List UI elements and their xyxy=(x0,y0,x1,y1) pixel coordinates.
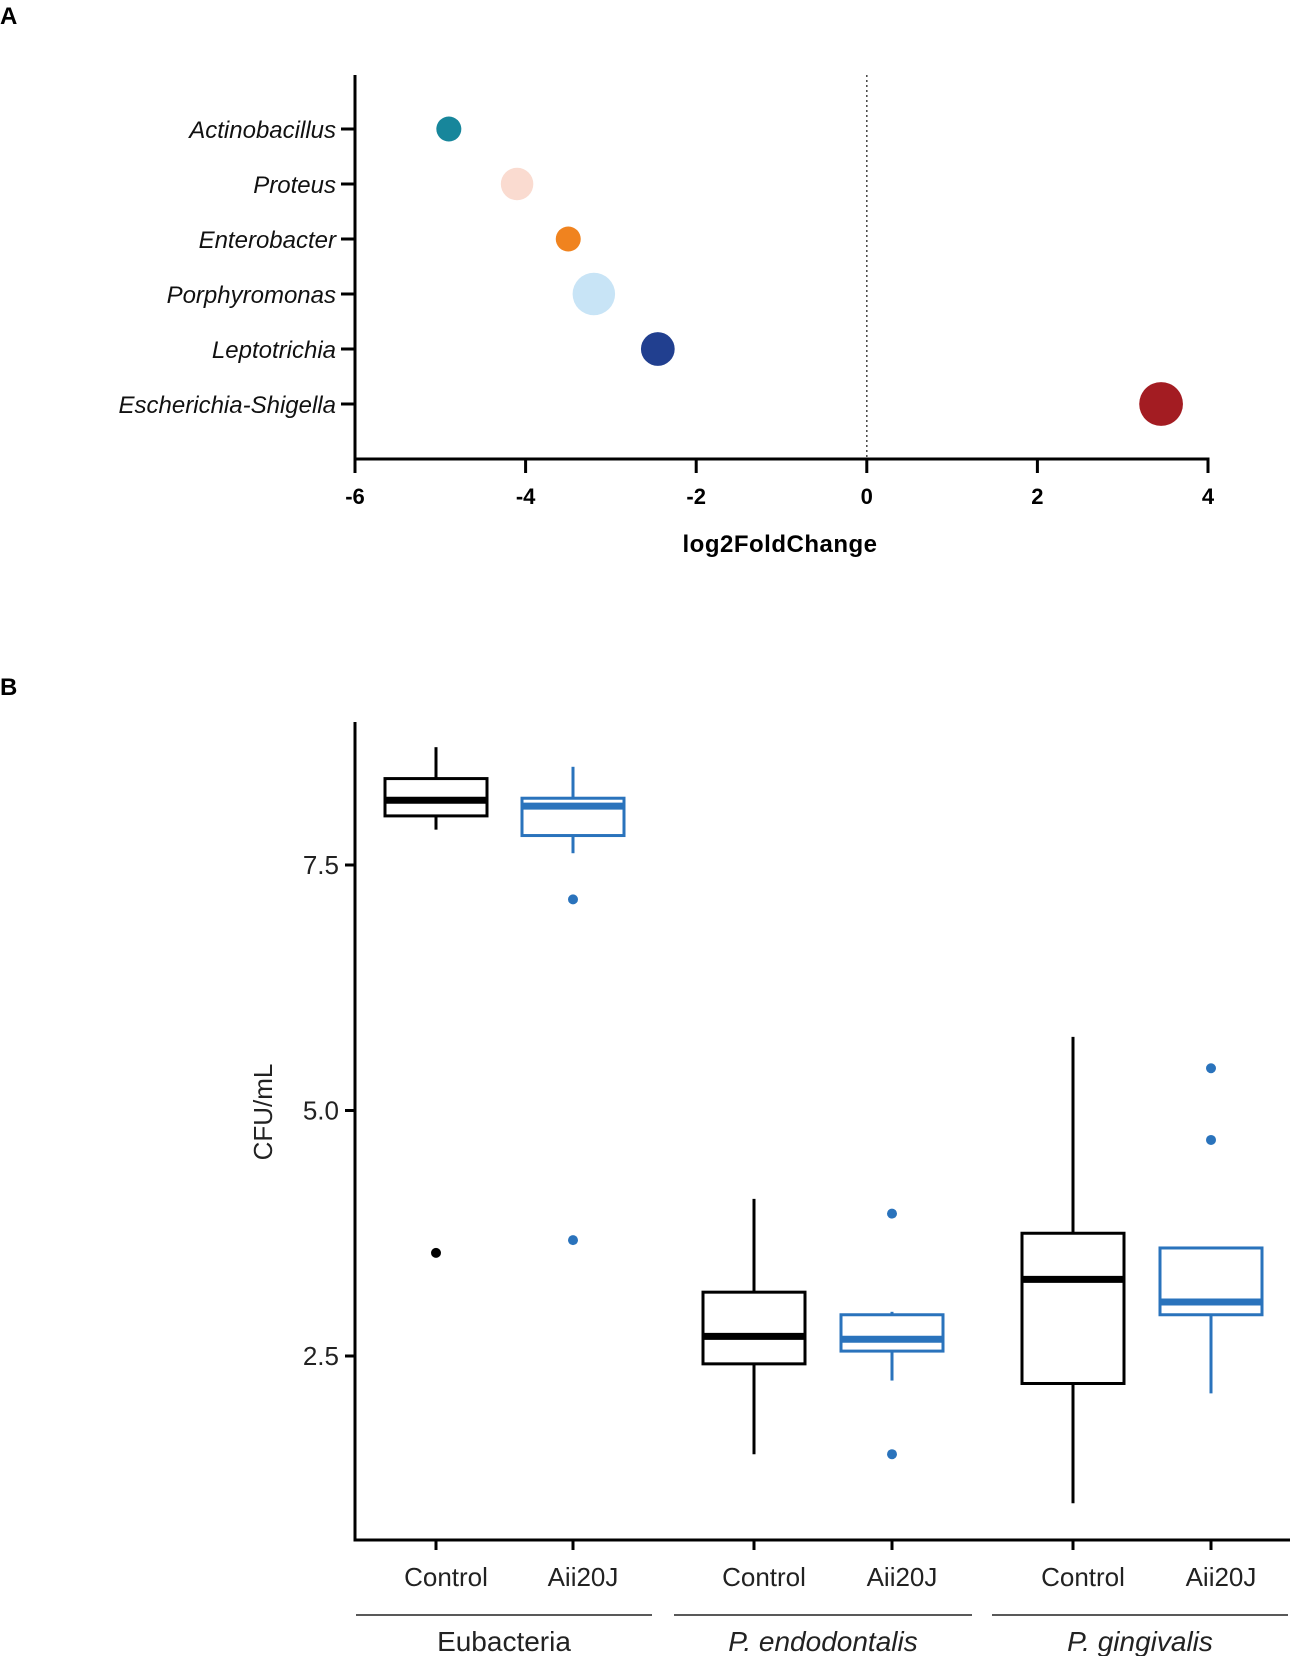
x-tick-label-a: -4 xyxy=(516,484,536,509)
group-label: Eubacteria xyxy=(437,1626,571,1656)
data-point xyxy=(1139,382,1183,426)
data-point xyxy=(436,116,462,142)
box-aii20j xyxy=(520,766,626,1246)
y-category-label: Porphyromonas xyxy=(167,282,336,309)
outlier-point xyxy=(1206,1063,1216,1074)
y-tick-label-b: 5.0 xyxy=(303,1096,339,1126)
data-point xyxy=(500,167,534,201)
iqr-box xyxy=(701,1290,807,1366)
x-tick-label-b: Control xyxy=(722,1562,806,1592)
x-tick-label-b: Aii20J xyxy=(548,1562,619,1592)
y-category-label: Escherichia-Shigella xyxy=(119,392,336,419)
x-tick-label-b: Aii20J xyxy=(867,1562,938,1592)
panel-b-box-plot: 2.5 5.0 7.5 CFU/mL Control Aii20J Control Aii20… xyxy=(248,722,1290,1656)
y-category-label: Enterobacter xyxy=(199,227,337,254)
y-tick-label-b: 2.5 xyxy=(303,1341,339,1371)
panel-label-b: B xyxy=(0,674,17,701)
outlier-point xyxy=(1206,1134,1216,1145)
outlier-point xyxy=(568,894,578,905)
y-category-label: Leptotrichia xyxy=(212,337,336,364)
iqr-box xyxy=(839,1313,945,1353)
box-aii20j xyxy=(1158,1063,1264,1394)
group-label: P. gingivalis xyxy=(1067,1626,1213,1656)
data-point xyxy=(572,272,616,316)
box-aii20j xyxy=(839,1208,945,1460)
x-tick-label-b: Control xyxy=(1041,1562,1125,1592)
data-point xyxy=(640,332,675,366)
x-tick-label-a: 4 xyxy=(1202,484,1215,509)
panel-label-a: A xyxy=(0,3,17,30)
outlier-point xyxy=(887,1449,897,1460)
x-tick-label-a: 2 xyxy=(1031,484,1043,509)
box-control xyxy=(1020,1036,1126,1504)
outlier-point xyxy=(887,1208,897,1219)
x-tick-label-a: -2 xyxy=(686,484,706,509)
outlier-point xyxy=(568,1235,578,1246)
outlier-point xyxy=(431,1247,441,1258)
y-category-label: Actinobacillus xyxy=(187,117,336,144)
x-tick-label-a: 0 xyxy=(861,484,873,509)
group-label: P. endodontalis xyxy=(728,1626,917,1656)
x-axis-title-a: log2FoldChange xyxy=(683,531,878,558)
box-control xyxy=(701,1198,807,1455)
panel-a-dot-plot: -6 -4 -2 0 2 4 log2FoldChange Actinobacillus Pro… xyxy=(119,75,1215,558)
iqr-box xyxy=(1020,1231,1126,1385)
y-tick-label-b: 7.5 xyxy=(303,850,339,880)
box-control xyxy=(383,747,489,1258)
y-axis-title-b: CFU/mL xyxy=(248,1064,278,1161)
y-category-label: Proteus xyxy=(253,172,336,199)
x-tick-label-b: Aii20J xyxy=(1186,1562,1257,1592)
x-tick-label-b: Control xyxy=(404,1562,488,1592)
data-point xyxy=(555,226,581,252)
x-tick-label-a: -6 xyxy=(345,484,365,509)
